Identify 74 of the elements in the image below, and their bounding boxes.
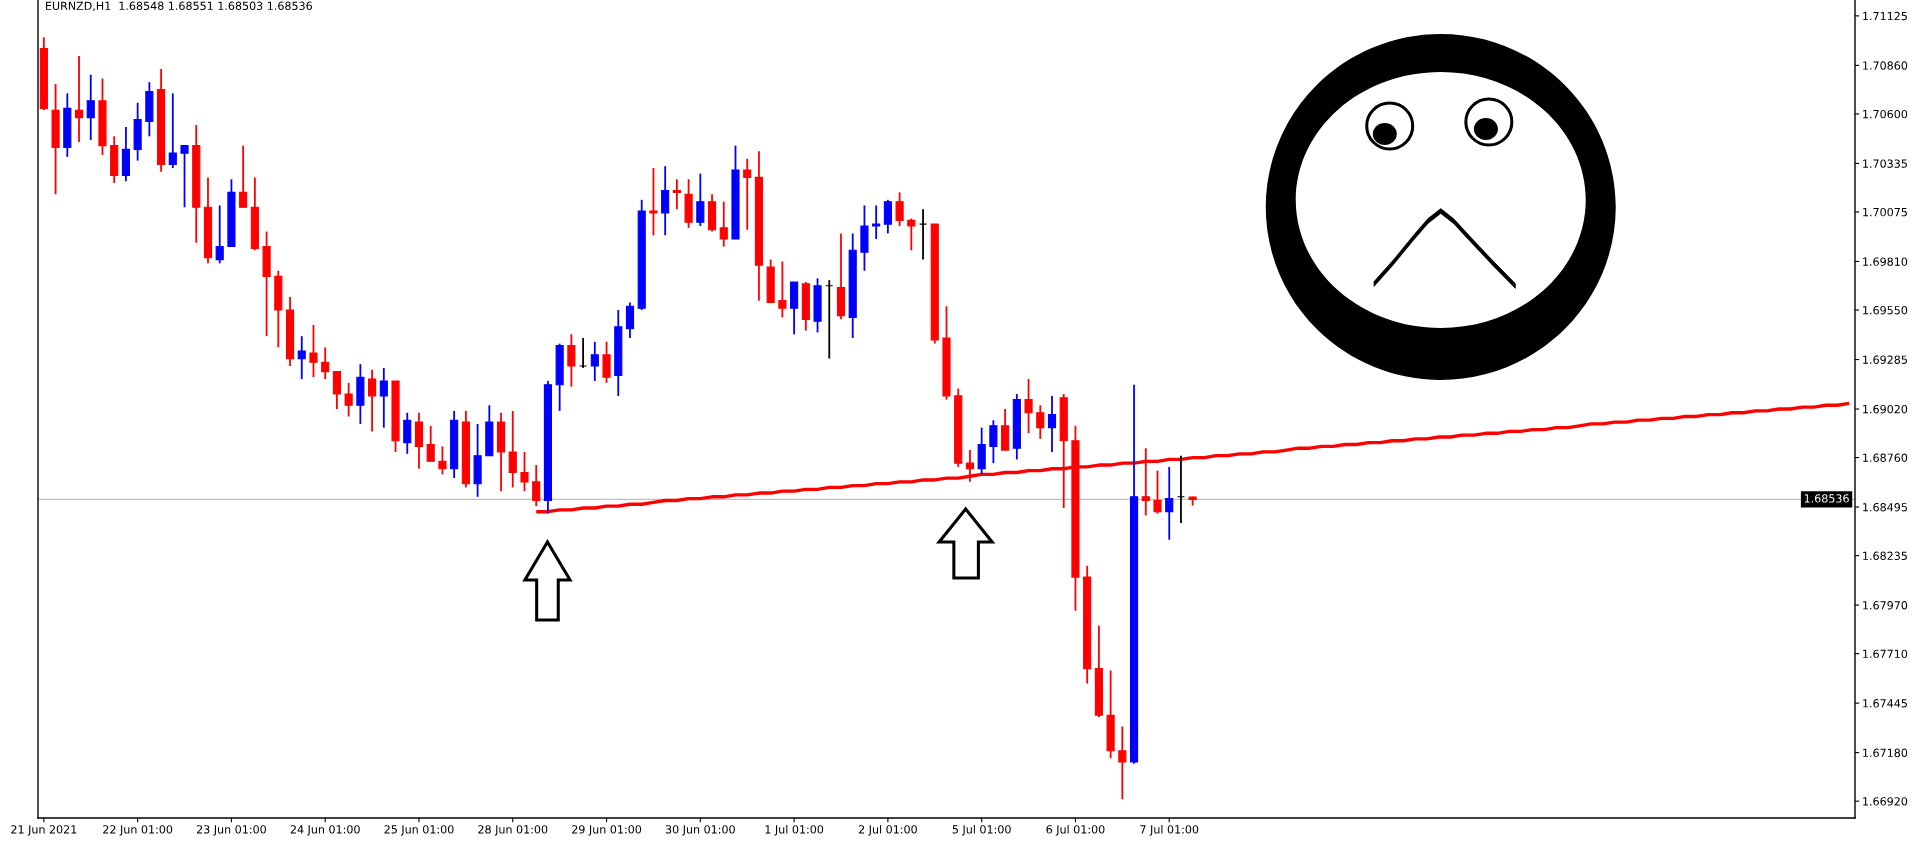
x-tick-label: 29 Jun 01:00 — [572, 825, 642, 836]
candlestick — [965, 449, 975, 483]
candlestick — [168, 92, 177, 169]
candlestick — [1036, 404, 1045, 440]
y-tick-label: 1.70600 — [1863, 109, 1908, 119]
candlestick — [368, 368, 377, 433]
x-tick-label: 2 Jul 01:00 — [858, 824, 917, 836]
candlestick — [872, 204, 881, 240]
y-tick-label: 1.68760 — [1863, 453, 1908, 462]
x-tick-label: 24 Jun 01:00 — [290, 825, 360, 836]
candlestick — [567, 333, 576, 388]
candlestick — [625, 301, 635, 339]
candlestick — [297, 335, 306, 381]
x-tick-label: 5 Jul 01:00 — [952, 824, 1011, 836]
x-tick-label: 28 Jun 01:00 — [478, 825, 548, 836]
y-tick-label: 1.67970 — [1863, 601, 1908, 610]
candlestick — [86, 73, 95, 141]
candlestick — [344, 381, 353, 418]
candlestick — [403, 411, 412, 455]
candlestick — [438, 445, 447, 476]
y-tick-label: 1.70075 — [1863, 207, 1907, 217]
candlestick — [1165, 465, 1174, 541]
y-tick-label: 1.67180 — [1863, 748, 1908, 758]
candlestick — [180, 144, 189, 209]
y-tick-label: 1.69810 — [1863, 257, 1908, 266]
y-tick-label: 1.67710 — [1863, 649, 1908, 659]
candlestick — [532, 464, 541, 508]
candlestick — [321, 346, 330, 381]
candlestick — [778, 260, 787, 319]
ref-line-label: 1.68536 — [1804, 494, 1849, 503]
candlestick — [379, 367, 388, 429]
candlestick — [602, 340, 611, 384]
candlestick — [1118, 725, 1127, 801]
candlestick — [520, 451, 529, 493]
chart-title: EURNZD,H1 1.68548 1.68551 1.68503 1.68536 — [46, 1, 312, 12]
candlestick — [649, 167, 658, 237]
y-tick-label: 1.69020 — [1863, 404, 1908, 414]
candlestick — [672, 178, 681, 211]
candlestick — [1047, 395, 1057, 453]
candlestick — [895, 191, 904, 227]
candlestick — [989, 419, 998, 465]
candlestick — [743, 157, 752, 231]
y-tick-label: 1.68495 — [1863, 503, 1907, 512]
x-tick-label: 25 Jun 01:00 — [384, 825, 454, 836]
x-tick-label: 6 Jul 01:00 — [1046, 824, 1105, 836]
y-tick-label: 1.70860 — [1863, 61, 1908, 70]
x-tick-label: 7 Jul 01:00 — [1140, 824, 1199, 836]
candlestick — [661, 165, 670, 237]
y-tick-label: 1.70335 — [1863, 159, 1907, 168]
x-tick-label: 1 Jul 01:00 — [765, 824, 824, 836]
candlestick — [719, 200, 728, 248]
y-tick-label: 1.69550 — [1863, 305, 1908, 315]
candlestick — [1024, 378, 1033, 435]
y-tick-label: 1.69285 — [1863, 355, 1907, 364]
candlestick — [907, 217, 916, 252]
candlestick — [1153, 469, 1162, 515]
candlestick — [696, 172, 705, 227]
x-tick-label: 22 Jun 01:00 — [103, 825, 173, 836]
y-tick-label: 1.67445 — [1863, 699, 1907, 708]
candlestick — [883, 198, 892, 235]
x-tick-label: 30 Jun 01:00 — [665, 825, 735, 836]
candlestick — [309, 324, 318, 379]
candlestick — [332, 370, 341, 410]
candlestick — [426, 424, 435, 463]
x-tick-label: 23 Jun 01:00 — [196, 825, 266, 836]
candlestick — [215, 204, 224, 265]
y-tick-label: 1.68235 — [1863, 551, 1907, 560]
candlestick — [74, 55, 84, 143]
y-tick-label: 1.71125 — [1863, 11, 1907, 21]
x-tick-label: 21 Jun 2021 — [11, 825, 77, 836]
candlestick — [239, 144, 248, 209]
candlestick — [590, 340, 599, 382]
y-tick-label: 1.66920 — [1863, 797, 1908, 806]
candlestick — [508, 409, 517, 489]
